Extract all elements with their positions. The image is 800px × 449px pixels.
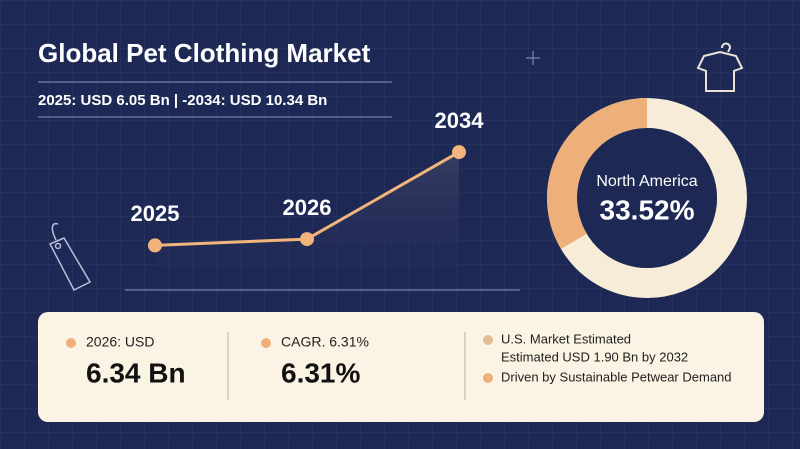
point [300, 232, 314, 247]
bullet [483, 373, 493, 383]
stat-text: U.S. Market Estimated [501, 331, 631, 346]
point [148, 238, 162, 253]
segment-value: 33.52% [600, 194, 695, 225]
point [452, 145, 466, 160]
subtitle: 2025: USD 6.05 Bn | -2034: USD 10.34 Bn [38, 92, 327, 109]
plus-icon [526, 51, 540, 65]
point-label: 2025 [131, 201, 180, 226]
stats-panel [38, 312, 764, 422]
point-label: 2034 [435, 108, 485, 133]
stat-label: CAGR. 6.31% [281, 334, 369, 350]
stat-value: 6.31% [281, 357, 360, 388]
stat-label: 2026: USD [86, 334, 154, 350]
bullet [66, 338, 76, 348]
stat-text: Driven by Sustainable Petwear Demand [501, 369, 732, 384]
shirt-icon [696, 42, 744, 92]
point-label: 2026 [283, 195, 332, 220]
stat-value: 6.34 Bn [86, 357, 186, 388]
segment-name: North America [596, 173, 697, 190]
title: Global Pet Clothing Market [38, 38, 371, 68]
bullet [261, 338, 271, 348]
donut-segment [547, 98, 648, 249]
bullet [483, 335, 493, 345]
area [155, 152, 459, 290]
donut-center [577, 128, 717, 268]
tag-icon [48, 222, 92, 292]
stat-text: Estimated USD 1.90 Bn by 2032 [501, 349, 688, 364]
